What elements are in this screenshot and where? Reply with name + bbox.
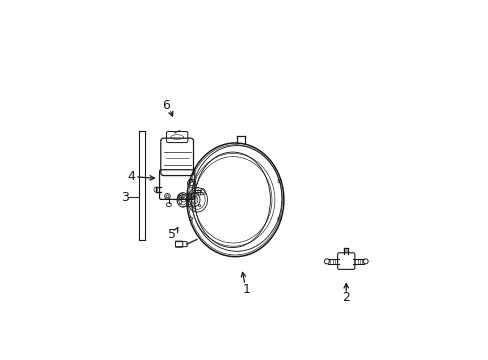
Text: 5: 5: [167, 228, 175, 241]
Text: 1: 1: [243, 283, 250, 296]
Text: 4: 4: [127, 170, 135, 183]
Text: 3: 3: [121, 190, 129, 203]
Text: 2: 2: [342, 291, 349, 304]
Text: 6: 6: [162, 99, 170, 112]
